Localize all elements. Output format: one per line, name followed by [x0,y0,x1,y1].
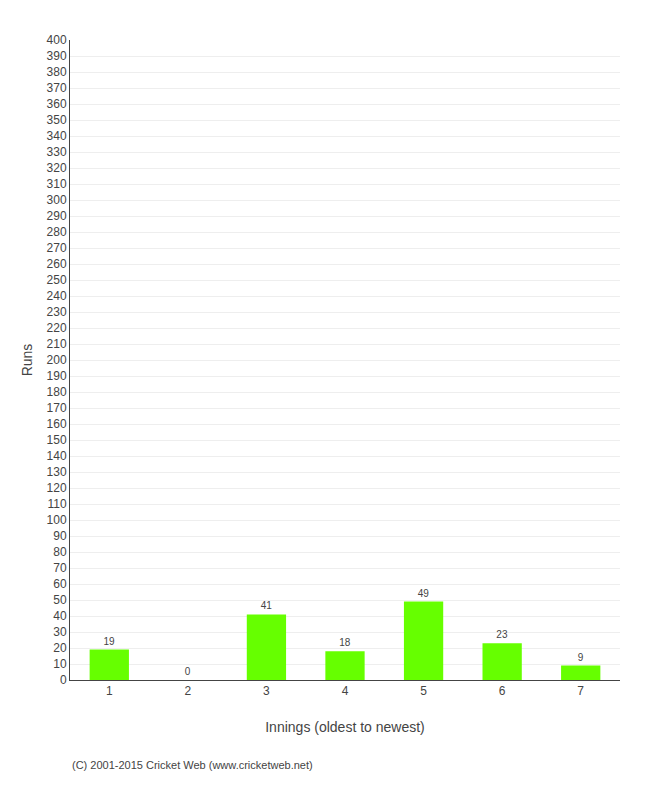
svg-text:110: 110 [47,497,66,511]
svg-text:10: 10 [53,657,67,671]
svg-text:250: 250 [47,273,67,287]
svg-text:Innings (oldest to newest): Innings (oldest to newest) [265,719,425,735]
svg-text:310: 310 [47,177,67,191]
svg-text:390: 390 [47,49,67,63]
svg-text:50: 50 [53,593,67,607]
svg-text:290: 290 [47,209,67,223]
svg-text:130: 130 [47,465,67,479]
svg-text:170: 170 [47,401,67,415]
svg-text:70: 70 [53,561,67,575]
svg-text:340: 340 [47,129,67,143]
svg-text:280: 280 [47,225,67,239]
svg-text:320: 320 [47,161,67,175]
svg-text:160: 160 [47,417,67,431]
svg-text:7: 7 [577,684,584,698]
svg-text:Runs: Runs [19,344,35,377]
svg-text:190: 190 [47,369,67,383]
svg-text:140: 140 [47,449,67,463]
svg-text:200: 200 [47,353,67,367]
svg-text:(C) 2001-2015 Cricket Web (www: (C) 2001-2015 Cricket Web (www.cricketwe… [72,759,313,771]
svg-text:60: 60 [53,577,67,591]
svg-text:41: 41 [261,600,273,611]
svg-text:360: 360 [47,97,67,111]
svg-text:49: 49 [418,588,430,599]
svg-text:350: 350 [47,113,67,127]
svg-text:30: 30 [53,625,67,639]
svg-text:5: 5 [420,684,427,698]
svg-text:230: 230 [47,305,67,319]
svg-text:180: 180 [47,385,67,399]
svg-text:3: 3 [263,684,270,698]
svg-text:0: 0 [60,673,67,687]
svg-text:400: 400 [47,33,67,47]
svg-text:240: 240 [47,289,67,303]
svg-text:0: 0 [185,666,191,677]
svg-text:380: 380 [47,65,67,79]
svg-text:40: 40 [53,609,67,623]
svg-text:18: 18 [339,637,351,648]
svg-text:120: 120 [47,481,67,495]
svg-text:6: 6 [499,684,506,698]
svg-text:260: 260 [47,257,67,271]
svg-text:150: 150 [47,433,67,447]
svg-text:19: 19 [104,636,116,647]
svg-text:9: 9 [578,652,584,663]
svg-text:4: 4 [342,684,349,698]
svg-text:300: 300 [47,193,67,207]
svg-text:20: 20 [53,641,67,655]
svg-text:80: 80 [53,545,67,559]
svg-text:1: 1 [106,684,113,698]
svg-text:370: 370 [47,81,67,95]
svg-text:210: 210 [47,337,67,351]
svg-text:100: 100 [47,513,67,527]
svg-text:2: 2 [185,684,192,698]
svg-text:330: 330 [47,145,67,159]
svg-text:270: 270 [47,241,67,255]
svg-text:23: 23 [496,629,508,640]
svg-text:90: 90 [53,529,67,543]
svg-text:220: 220 [47,321,67,335]
